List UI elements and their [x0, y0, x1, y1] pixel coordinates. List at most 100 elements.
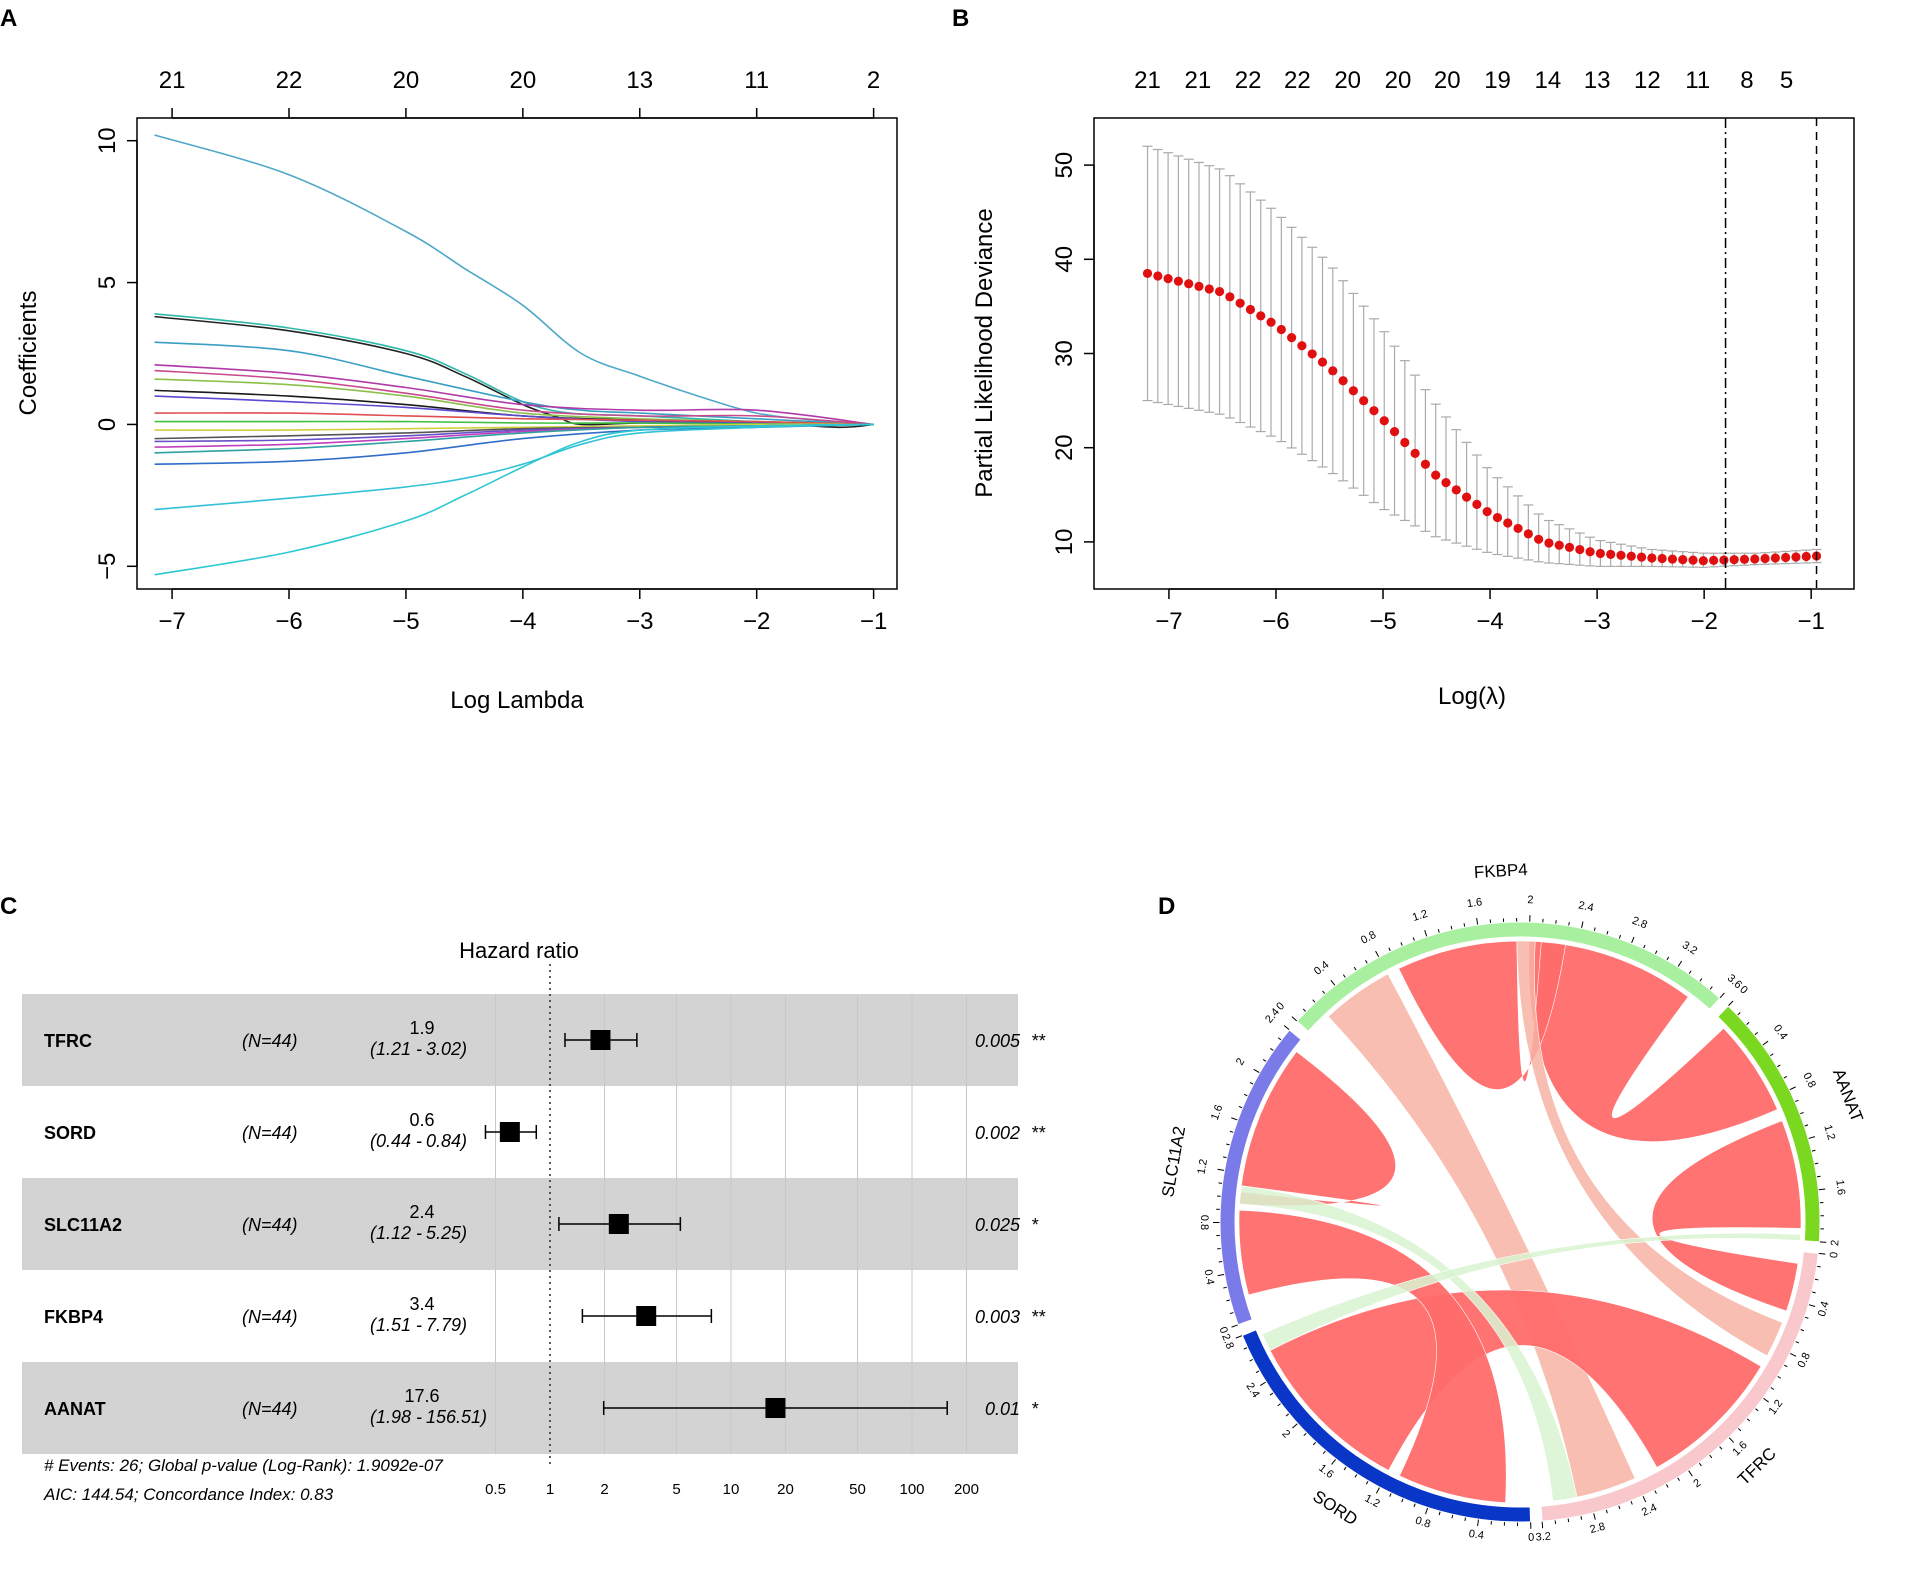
x-tick-label: −2: [743, 608, 770, 635]
sector-tick: [1728, 1437, 1735, 1443]
sector-tick: [1285, 1413, 1290, 1417]
deviance-point: [1173, 276, 1183, 286]
panel-label-a: A: [0, 5, 17, 32]
plot-frame-b: [1093, 117, 1855, 590]
deviance-point: [1369, 406, 1379, 416]
sector-tick-label: 3.2: [1535, 1531, 1551, 1544]
sector-tick: [1312, 999, 1316, 1003]
plot-frame-a: [136, 117, 898, 590]
sector-tick: [1790, 1353, 1797, 1357]
top-tick-label: 20: [393, 67, 420, 94]
panel-label-c: C: [0, 893, 17, 920]
forest-footer-line-2: AIC: 144.54; Concordance Index: 0.83: [43, 1485, 334, 1504]
sector-tick: [1253, 1068, 1260, 1073]
sector-tick: [1709, 1454, 1713, 1459]
sector-tick: [1231, 1324, 1238, 1328]
sector-tick: [1375, 950, 1380, 958]
sector-tick-label: 0.8: [1359, 929, 1378, 947]
deviance-point: [1307, 349, 1317, 359]
forest-title: Hazard ratio: [459, 938, 579, 963]
sector-tick: [1302, 1008, 1306, 1012]
coef-path-9: [154, 395, 874, 426]
sector-tick-label: 2.8: [1589, 1521, 1607, 1536]
sector-tick: [1424, 930, 1428, 937]
sector-tick: [1746, 1418, 1751, 1422]
sector-tick: [1814, 1162, 1819, 1165]
sector-tick: [1812, 1291, 1816, 1294]
sector-tick-label: 1.2: [1821, 1123, 1837, 1141]
deviance-point: [1287, 333, 1297, 343]
forest-tick-label: 5: [672, 1481, 680, 1498]
sector-tick: [1630, 1501, 1633, 1505]
sector-tick: [1804, 1316, 1809, 1319]
sector-tick-label: 2.8: [1630, 915, 1649, 932]
hazard-ratio-value: 17.6: [404, 1386, 439, 1406]
top-tick-label: 21: [1184, 67, 1211, 94]
sector-tick-label: 3.2: [1680, 939, 1699, 957]
forest-tick-label: 20: [777, 1481, 794, 1498]
sector-tick-label: 1.6: [1316, 1462, 1335, 1481]
sector-tick: [1330, 979, 1336, 986]
sector-tfrc: [1540, 1251, 1819, 1522]
chord-sectors: [1219, 921, 1821, 1523]
top-tick-label: 11: [744, 67, 769, 94]
sector-tick: [1283, 1025, 1290, 1031]
sector-tick: [1688, 1470, 1693, 1477]
sector-tick: [1818, 1252, 1826, 1255]
sector-tick: [1259, 1381, 1266, 1387]
top-tick-label: 22: [1235, 67, 1262, 94]
ci-lower: (0.44 -: [370, 1131, 422, 1151]
sector-tick: [1746, 1021, 1750, 1025]
hazard-ratio-marker: [636, 1306, 657, 1326]
significance-stars: **: [1031, 1123, 1046, 1143]
sector-tick: [1737, 1012, 1741, 1016]
error-bars: [1142, 145, 1822, 568]
deviance-point: [1400, 437, 1410, 448]
deviance-point: [1770, 553, 1780, 563]
sector-tick-label: 2.4: [1640, 1502, 1659, 1519]
sector-tick: [1375, 1487, 1380, 1494]
y-tick-label: 40: [1051, 246, 1078, 273]
sector-tick: [1413, 1503, 1416, 1508]
sector-tick: [1677, 1477, 1680, 1482]
deviance-point: [1534, 534, 1544, 544]
hazard-ratio-marker: [590, 1030, 611, 1050]
deviance-points: [1142, 268, 1822, 566]
ci-upper: 156.51): [426, 1407, 487, 1427]
deviance-point: [1750, 554, 1760, 564]
sector-tick: [1277, 1037, 1282, 1041]
sector-tick: [1618, 934, 1621, 939]
sector-tick-label: 1.2: [1363, 1492, 1382, 1510]
coef-path-6: [154, 369, 874, 426]
coef-path-3: [154, 312, 874, 426]
significance-stars: **: [1031, 1307, 1046, 1327]
deviance-point: [1482, 507, 1492, 517]
x-tick-label: −4: [1476, 608, 1503, 635]
deviance-point: [1564, 542, 1575, 552]
sector-tick-label: 1.2: [1196, 1158, 1210, 1175]
sector-tick: [1688, 970, 1692, 974]
sector-tick: [1235, 1335, 1243, 1339]
top-tick-label: 20: [1385, 67, 1412, 94]
sector-tick-label: 0.4: [1468, 1528, 1485, 1542]
sector-tick-label: 0.8: [1795, 1351, 1812, 1370]
significance-stars: *: [1031, 1215, 1039, 1235]
y-tick-label: 5: [94, 276, 121, 289]
sector-tick: [1817, 1265, 1821, 1268]
forest-axis: 0.5 1 2 5 10 20 50 100 200: [485, 1481, 979, 1498]
top-tick-label: 21: [159, 67, 186, 94]
deviance-point: [1163, 274, 1173, 284]
sector-tick: [1808, 1304, 1816, 1307]
sector-tick: [1804, 1124, 1809, 1127]
x-tick-label: −1: [860, 608, 887, 635]
sector-tick: [1770, 1387, 1775, 1390]
sector-tick-label: 2.4: [1577, 899, 1594, 914]
sector-tick: [1322, 990, 1326, 994]
deviance-point: [1575, 544, 1585, 555]
deviance-point: [1667, 554, 1678, 564]
ci-upper: 3.02): [426, 1039, 467, 1059]
hazard-ratio-marker: [608, 1214, 629, 1234]
sector-tick: [1277, 1403, 1281, 1407]
sector-sord: [1241, 1329, 1532, 1523]
ci-upper: 7.79): [426, 1315, 467, 1335]
